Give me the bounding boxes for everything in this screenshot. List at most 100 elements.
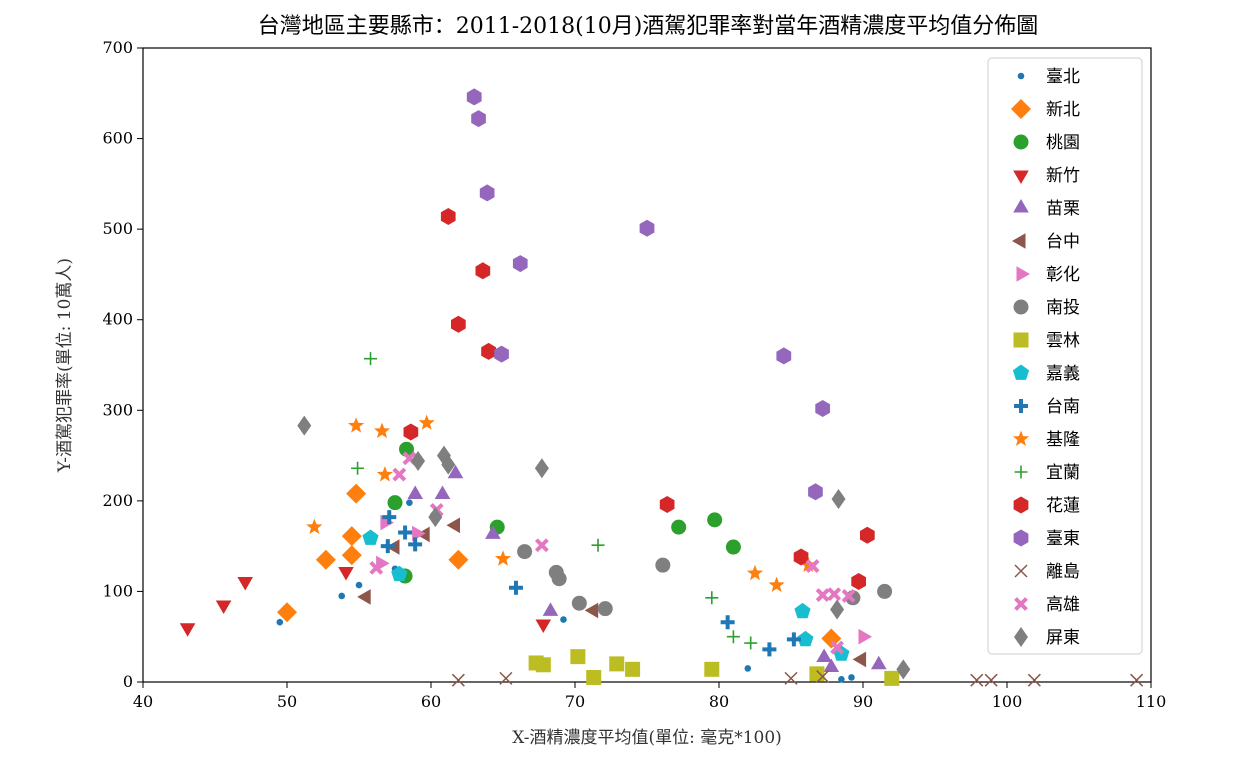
- data-point: [517, 544, 533, 560]
- data-point: [776, 347, 792, 365]
- data-point: [1130, 673, 1144, 687]
- legend-marker: [1013, 134, 1029, 150]
- legend-marker: [1016, 266, 1030, 282]
- data-point: [428, 507, 443, 528]
- data-point: [841, 589, 856, 603]
- data-point: [744, 636, 758, 650]
- legend-marker: [1012, 430, 1030, 446]
- series-points: [380, 510, 801, 657]
- data-point: [970, 673, 984, 687]
- y-tick-label: 300: [102, 400, 133, 419]
- data-point: [411, 451, 426, 472]
- data-point: [1027, 673, 1041, 687]
- data-point: [391, 565, 408, 582]
- x-tick-label: 70: [565, 692, 585, 711]
- data-point: [494, 345, 509, 363]
- legend-marker: [1013, 529, 1029, 547]
- y-tick-label: 100: [102, 581, 133, 600]
- x-tick-label: 60: [421, 692, 441, 711]
- data-point: [809, 666, 825, 682]
- data-point: [380, 539, 395, 554]
- data-point: [571, 595, 587, 611]
- series-points: [528, 649, 900, 686]
- data-point: [823, 658, 840, 672]
- data-point: [376, 466, 393, 482]
- legend-label: 台中: [1046, 232, 1080, 252]
- data-point: [481, 342, 496, 360]
- data-point: [655, 557, 671, 573]
- data-point: [398, 525, 413, 540]
- legend-label: 臺東: [1046, 529, 1080, 549]
- data-point: [471, 110, 486, 128]
- legend-marker: [1013, 170, 1029, 184]
- x-tick-label: 50: [277, 692, 297, 711]
- data-point: [341, 545, 362, 566]
- data-point: [838, 675, 845, 683]
- series-points: [357, 517, 867, 668]
- data-point: [403, 423, 419, 441]
- data-point: [357, 589, 371, 605]
- legend-label: 嘉義: [1046, 364, 1080, 384]
- x-tick-label: 110: [1136, 692, 1167, 711]
- data-point: [407, 485, 423, 499]
- data-point: [512, 255, 528, 273]
- data-point: [362, 529, 379, 545]
- data-point: [784, 671, 798, 685]
- data-point: [479, 184, 495, 202]
- data-point: [374, 422, 391, 438]
- data-point: [315, 549, 336, 570]
- data-point: [586, 669, 602, 685]
- data-point: [534, 458, 549, 479]
- data-point: [720, 615, 735, 630]
- data-point: [451, 673, 465, 687]
- series-points: [403, 208, 875, 590]
- data-point: [896, 659, 911, 680]
- data-point: [406, 499, 413, 506]
- data-point: [830, 599, 845, 620]
- data-point: [355, 581, 363, 589]
- legend-marker: [1014, 627, 1028, 647]
- legend-marker: [1014, 597, 1028, 611]
- data-point: [451, 315, 466, 333]
- legend-label: 花蓮: [1046, 496, 1080, 516]
- x-axis: 40 50 60 70 80 90 100 110: [133, 682, 1166, 711]
- x-tick-label: 90: [853, 692, 873, 711]
- y-axis: 0 100 200 300 400 500 600 700: [102, 38, 143, 691]
- data-point: [351, 461, 365, 475]
- data-point: [346, 483, 367, 504]
- series-points: [451, 670, 1144, 687]
- series-points: [407, 464, 887, 672]
- data-point: [440, 208, 456, 225]
- data-point: [535, 619, 552, 633]
- legend-label: 新北: [1046, 100, 1080, 120]
- data-point: [535, 657, 551, 673]
- data-point: [797, 630, 814, 647]
- legend-marker: [1012, 364, 1030, 380]
- legend-label: 彰化: [1046, 265, 1080, 285]
- data-point: [827, 587, 842, 602]
- series-points: [277, 483, 842, 649]
- x-tick-label: 40: [133, 692, 153, 711]
- data-point: [808, 483, 823, 501]
- data-point: [348, 417, 365, 433]
- data-point: [446, 517, 460, 534]
- data-point: [485, 525, 501, 539]
- y-tick-label: 500: [102, 219, 133, 238]
- data-point: [364, 352, 378, 366]
- y-tick-label: 200: [102, 491, 133, 510]
- legend-marker: [1013, 496, 1029, 514]
- data-point: [591, 538, 605, 552]
- data-point: [762, 642, 777, 657]
- data-point: [815, 400, 830, 417]
- data-point: [848, 674, 855, 681]
- data-point: [392, 467, 407, 482]
- data-point: [466, 88, 482, 106]
- data-point: [830, 640, 844, 655]
- data-point: [179, 623, 196, 637]
- x-tick-label: 100: [992, 692, 1023, 711]
- data-point: [860, 526, 875, 544]
- data-point: [237, 577, 253, 591]
- data-point: [387, 495, 403, 511]
- y-axis-label: Y-酒駕犯罪率(單位: 10萬人): [55, 258, 75, 473]
- data-point: [534, 538, 549, 553]
